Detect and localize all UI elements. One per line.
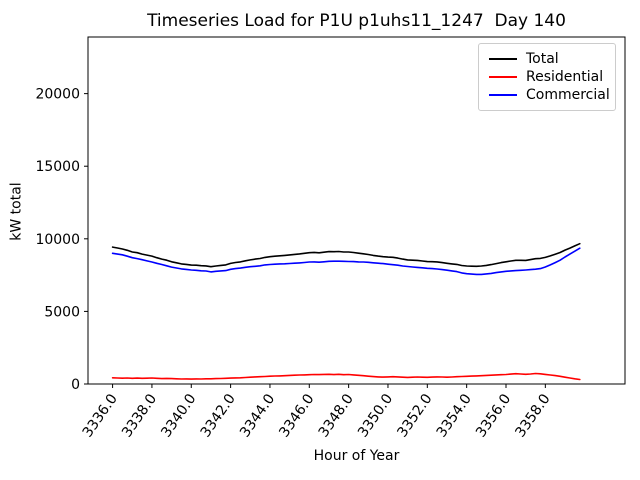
residential-line [111,372,581,381]
x-axis-tick-label: 3346.0 [276,391,317,440]
chart-title: Timeseries Load for P1U p1uhs11_1247 Day… [147,11,566,31]
x-axis-tick-label: 3358.0 [512,391,553,440]
x-axis-tick-label: 3342.0 [198,391,239,440]
legend-line-sample-commercial [489,94,517,96]
x-axis-tick-label: 3338.0 [119,391,160,440]
legend-entry-commercial: Commercial [489,86,610,104]
x-axis-tick-label: 3356.0 [473,391,514,440]
total-line [111,242,581,268]
x-axis-tick-label: 3340.0 [158,391,199,440]
axes-frame [87,36,626,385]
legend-label-total: Total [526,51,559,67]
y-axis-tick-label: 15000 [35,159,80,175]
x-axis-tick-label: 3354.0 [434,391,475,440]
y-axis-tick-label: 10000 [35,232,80,248]
legend-entry-total: Total [489,50,607,68]
x-axis-tick-label: 3348.0 [316,391,357,440]
x-axis-tick-label: 3344.0 [237,391,278,440]
legend-label-residential: Residential [526,69,604,85]
x-axis-tick-label: 3336.0 [80,391,121,440]
commercial-line [111,247,581,276]
legend-label-commercial: Commercial [526,87,610,103]
legend-entry-residential: Residential [489,68,607,86]
x-axis-tick-label: 3352.0 [394,391,435,440]
legend-line-sample-residential [489,76,517,78]
y-axis-tick-label: 20000 [35,87,80,103]
x-axis-tick-label: 3350.0 [355,391,396,440]
legend: Total Residential Commercial [478,43,616,111]
y-axis-tick-label: 5000 [44,304,80,320]
x-axis-label: Hour of Year [313,448,400,464]
y-axis-tick-label: 0 [71,377,80,393]
legend-line-sample-total [489,58,517,60]
